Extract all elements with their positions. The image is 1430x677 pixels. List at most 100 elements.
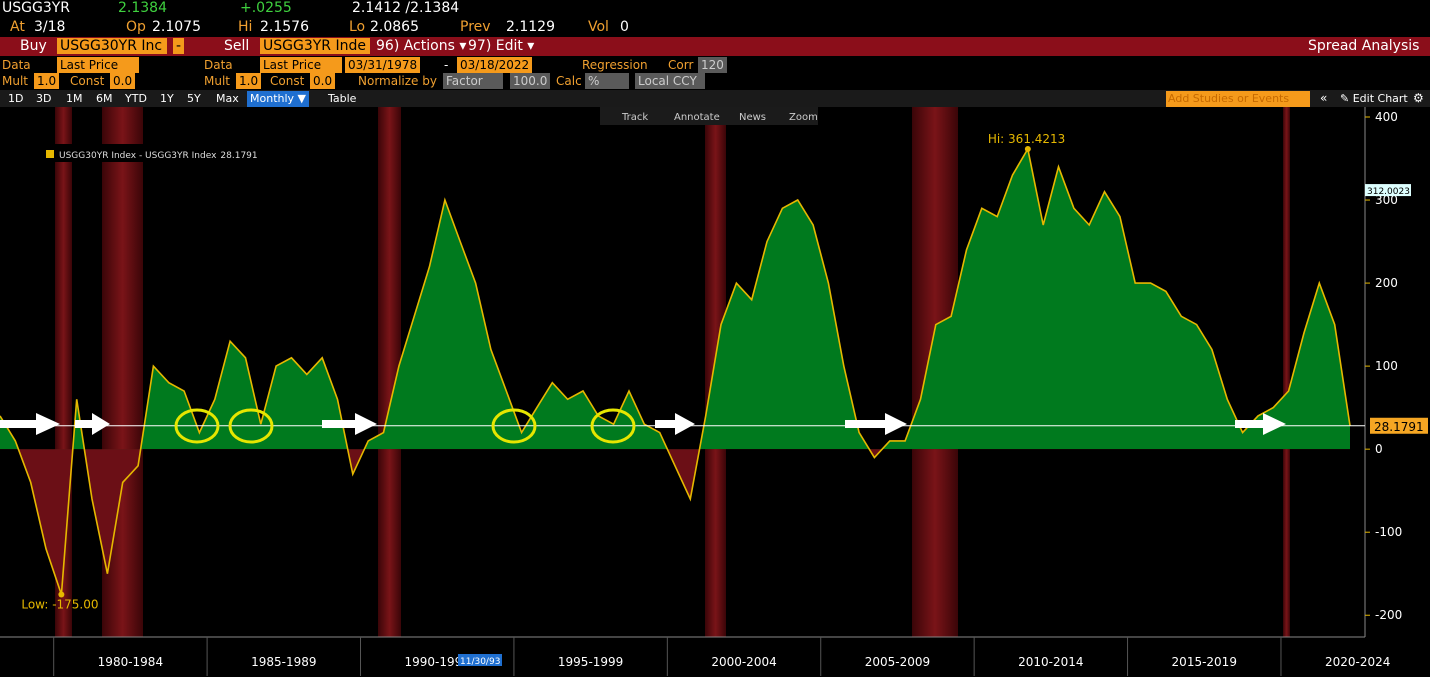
- range-button[interactable]: 5Y: [187, 92, 201, 105]
- edit-chart[interactable]: ✎ Edit Chart: [1340, 92, 1408, 105]
- arrow: [0, 413, 60, 435]
- annotations: [0, 408, 1286, 444]
- x-axis-band: [0, 637, 1430, 677]
- price-field[interactable]: Last Price: [57, 57, 139, 73]
- chart-tool[interactable]: Annotate: [674, 112, 720, 123]
- arrow: [75, 413, 110, 435]
- end-date[interactable]: 03/18/2022: [457, 57, 533, 73]
- mult-value[interactable]: 1.0: [34, 73, 60, 89]
- y-tick-label: 400: [1375, 110, 1398, 124]
- at-label: At: [10, 19, 25, 35]
- vol-label: Vol: [588, 19, 609, 35]
- last: 2.1384: [118, 0, 167, 16]
- hi-point: [1024, 146, 1031, 153]
- y-tick-label: 300: [1375, 193, 1398, 207]
- settings[interactable]: ⚙: [1413, 91, 1424, 105]
- y-tick-label: 0: [1375, 442, 1383, 456]
- legend-name: USGG30YR Index - USGG3YR Index: [59, 151, 217, 161]
- lo-label: Lo: [349, 19, 366, 35]
- const-value[interactable]: 0.0: [110, 73, 136, 89]
- normalize[interactable]: Normalize by: [358, 74, 437, 88]
- ticker: USGG3YR: [2, 0, 71, 16]
- chart-tool[interactable]: News: [739, 112, 766, 123]
- range-button[interactable]: 1M: [66, 92, 83, 105]
- studies[interactable]: Add Studies or Events: [1166, 91, 1310, 107]
- recession-band: [378, 107, 401, 637]
- const-value[interactable]: 0.0: [310, 73, 336, 89]
- spread-line: [0, 146, 1351, 595]
- chart-tool[interactable]: Track: [621, 112, 648, 123]
- const-label: Const: [270, 74, 305, 88]
- start-date[interactable]: 03/31/1978: [345, 57, 421, 73]
- edit[interactable]: 97) Edit ▾: [468, 38, 535, 54]
- y-tick-label: -100: [1375, 525, 1402, 539]
- legend-swatch: [46, 150, 54, 158]
- range-bar: [0, 90, 1430, 107]
- low-label: Low: -175.00: [21, 597, 98, 611]
- range-button[interactable]: 3D: [36, 92, 52, 105]
- regression[interactable]: Regression: [582, 58, 648, 72]
- corr-value[interactable]: 120: [698, 57, 727, 73]
- const-label: Const: [70, 74, 105, 88]
- highlight-circle: [590, 408, 636, 444]
- range-button[interactable]: 1D: [8, 92, 24, 105]
- action-bar: [0, 37, 1430, 56]
- marker-tag: [1365, 184, 1411, 197]
- mult-label: Mult: [2, 74, 28, 88]
- legend-label: USGG30YR Index - USGG3YR Index 28.1791: [59, 151, 258, 161]
- vol: 0: [620, 19, 629, 35]
- spread-analysis: Spread Analysis: [1308, 38, 1420, 54]
- actions[interactable]: 96) Actions ▾: [376, 38, 467, 54]
- y-tick-label: -200: [1375, 608, 1402, 622]
- arrow: [845, 413, 907, 435]
- arrow: [1235, 413, 1286, 435]
- op: 2.1075: [152, 19, 201, 35]
- price-field[interactable]: Last Price: [260, 57, 342, 73]
- x-tick-label: 2005-2009: [865, 655, 930, 669]
- buy[interactable]: Buy: [20, 38, 47, 54]
- area-negative: [18, 449, 883, 595]
- mult-value[interactable]: 1.0: [236, 73, 262, 89]
- data-label: Data: [2, 58, 31, 72]
- range-button[interactable]: 6M: [96, 92, 113, 105]
- frequency[interactable]: Monthly ▼: [247, 91, 309, 107]
- mult-label: Mult: [204, 74, 230, 88]
- legend-value: 28.1791: [220, 151, 257, 161]
- x-tick-label: 1980-1984: [98, 655, 163, 669]
- chart-tools: Track Annotate News Zoom: [600, 107, 818, 125]
- arrow: [655, 413, 695, 435]
- highlight-circle: [174, 408, 220, 444]
- factor[interactable]: Factor: [443, 73, 503, 89]
- prev: 2.1129: [506, 19, 555, 35]
- last-value-tag: [1370, 417, 1428, 434]
- sell[interactable]: Sell: [224, 38, 250, 54]
- range-button[interactable]: Max: [216, 92, 239, 105]
- factor-value[interactable]: 100.0: [510, 73, 551, 89]
- y-tick-label: 100: [1375, 359, 1398, 373]
- range-button[interactable]: YTD: [125, 92, 147, 105]
- highlight-circle: [491, 408, 537, 444]
- buy-ticker[interactable]: USGG30YR Inc: [57, 38, 167, 54]
- lo: 2.0865: [370, 19, 419, 35]
- sell-ticker[interactable]: USGG3YR Inde: [260, 38, 370, 54]
- collapse[interactable]: «: [1320, 91, 1328, 105]
- chart-tool[interactable]: Zoom: [789, 112, 818, 123]
- crosshair-date: 11/30/93: [460, 657, 500, 667]
- last-value-label: 28.1791: [1374, 420, 1424, 434]
- table[interactable]: Table: [328, 92, 357, 105]
- x-tick-label: 1995-1999: [558, 655, 623, 669]
- x-tick-label: 2015-2019: [1172, 655, 1237, 669]
- hi-label: Hi: [238, 19, 253, 35]
- change: +.0255: [240, 0, 292, 16]
- ccy[interactable]: Local CCY: [635, 73, 705, 89]
- calc-value[interactable]: %: [585, 73, 629, 89]
- x-tick-label: 2000-2004: [711, 655, 776, 669]
- hi: 2.1576: [260, 19, 309, 35]
- prev-label: Prev: [460, 19, 491, 35]
- plot: -200 -100 0 100 200 300 400 28.1791 312.0023 Hi: …: [0, 107, 1430, 677]
- range-button[interactable]: 1Y: [160, 92, 174, 105]
- corr[interactable]: Corr: [668, 58, 694, 72]
- y-tick-label: 200: [1375, 276, 1398, 290]
- minus[interactable]: -: [173, 38, 185, 54]
- crosshair-tag: [458, 654, 502, 666]
